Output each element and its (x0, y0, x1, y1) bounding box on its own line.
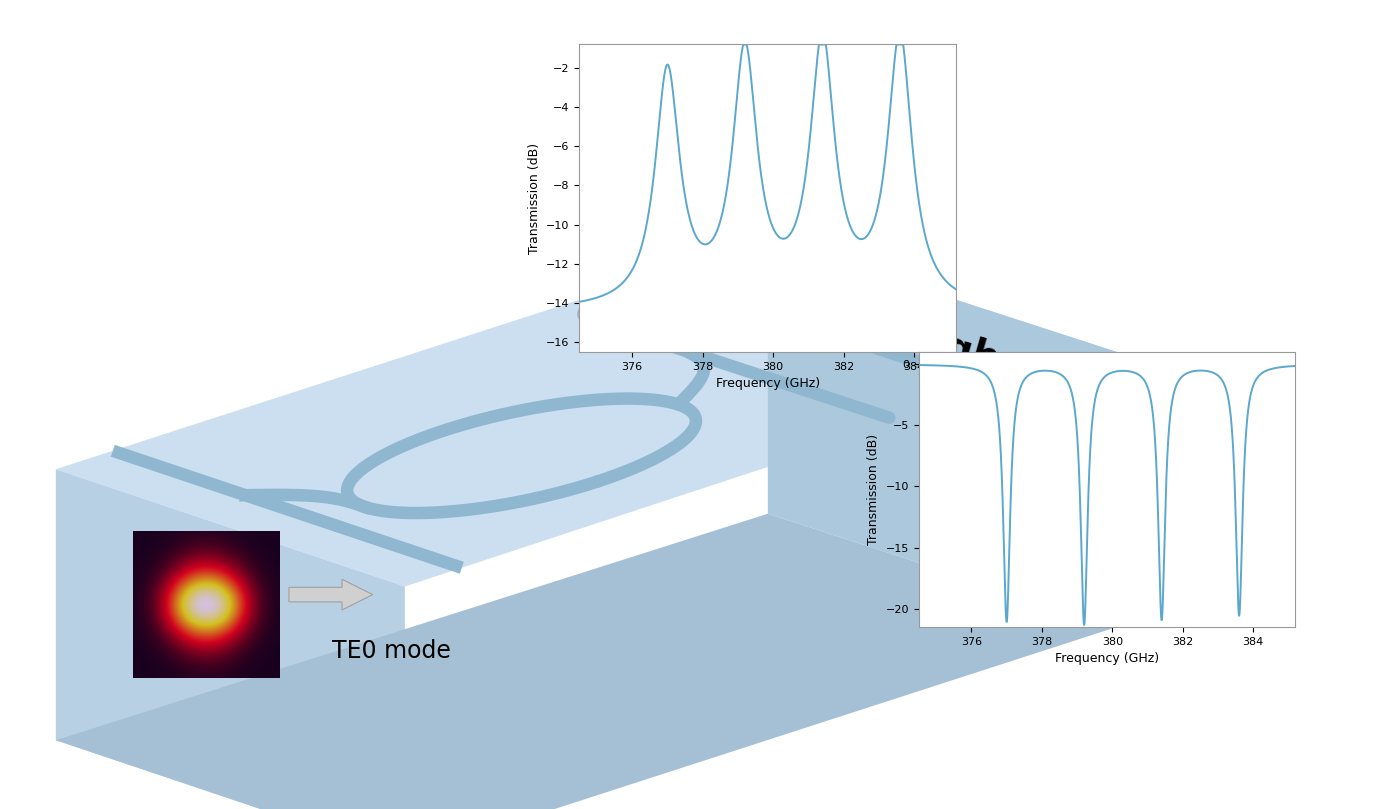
Text: TE0 mode: TE0 mode (332, 639, 451, 663)
Polygon shape (768, 239, 1117, 627)
FancyArrow shape (289, 579, 373, 610)
Polygon shape (56, 239, 1117, 587)
Text: Drop port: Drop port (698, 168, 910, 206)
Y-axis label: Transmission (dB): Transmission (dB) (528, 142, 540, 254)
Polygon shape (56, 469, 405, 809)
X-axis label: Frequency (GHz): Frequency (GHz) (716, 377, 819, 390)
Y-axis label: Transmission (dB): Transmission (dB) (867, 434, 879, 545)
X-axis label: Frequency (GHz): Frequency (GHz) (1055, 652, 1159, 665)
Polygon shape (56, 514, 1117, 809)
Text: Through port: Through port (817, 292, 1104, 409)
